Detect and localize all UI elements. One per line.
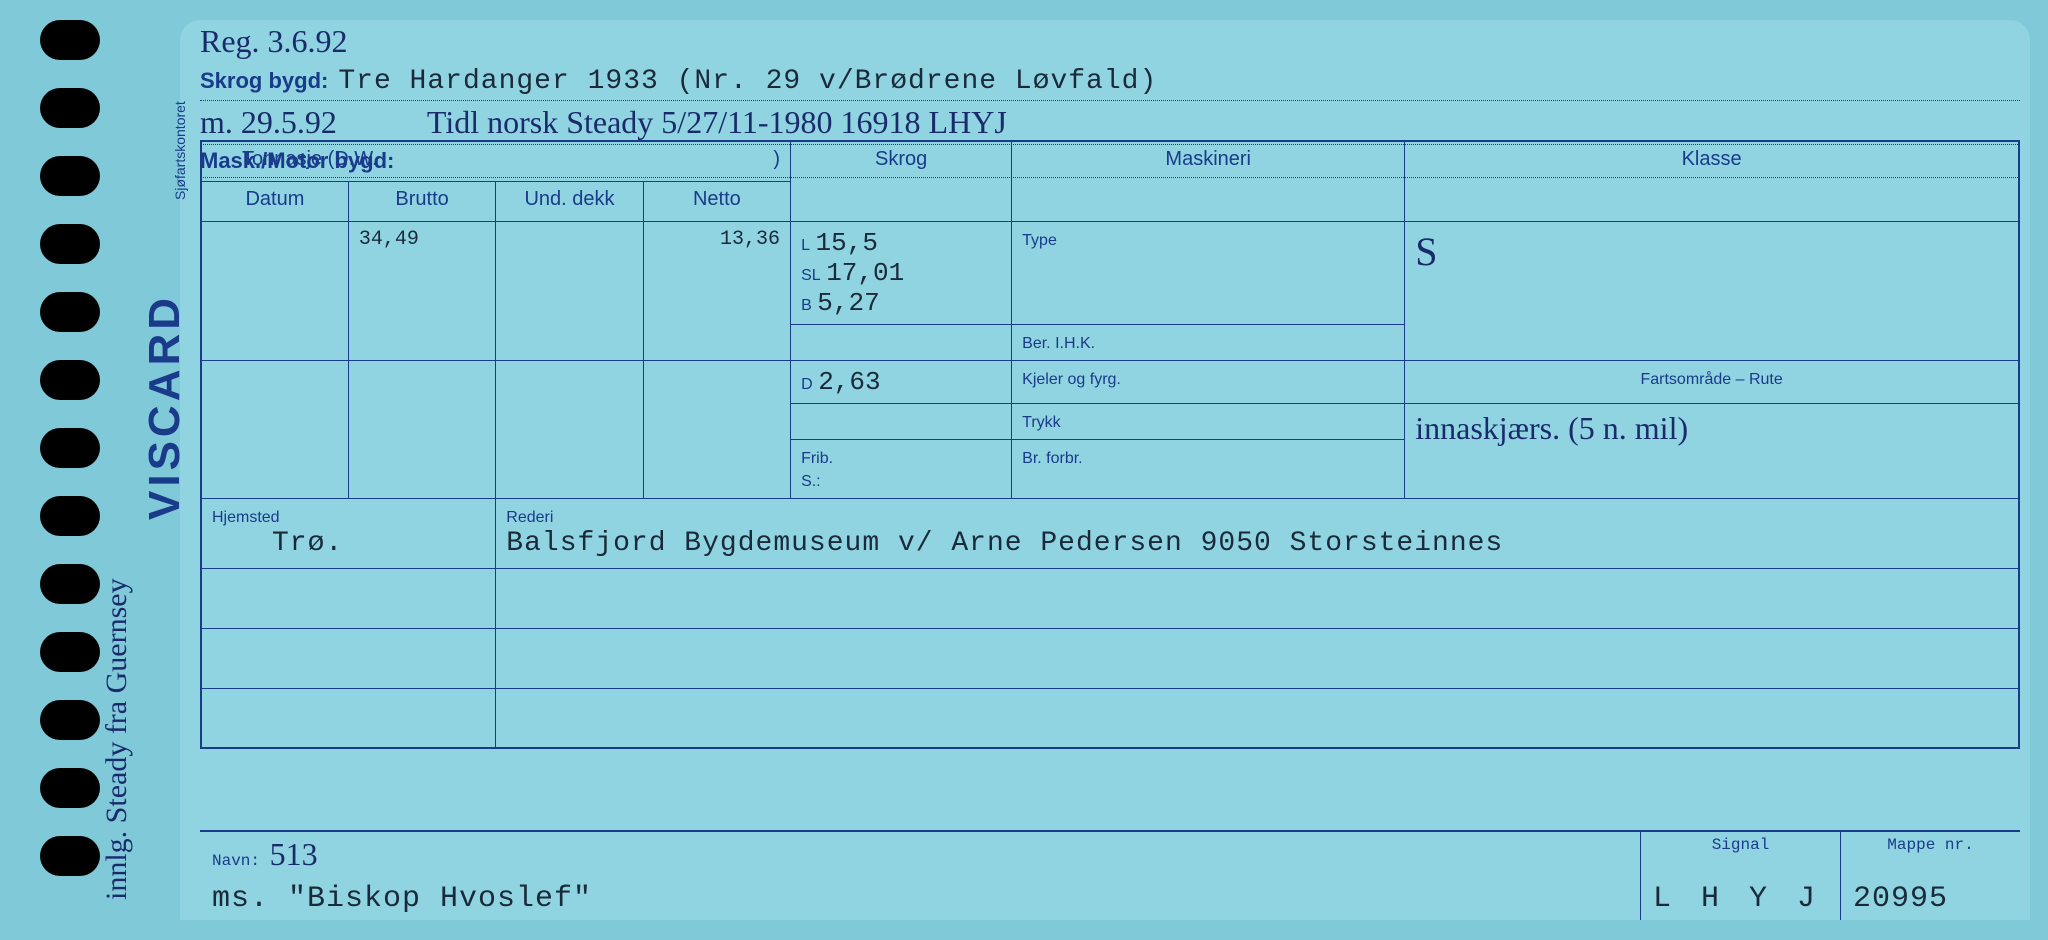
tonnasje-header: Tonnasje (D.W.: [242, 148, 378, 170]
navn-hand: 513: [270, 836, 318, 872]
b-label: B: [801, 297, 812, 314]
col-und-dekk: Und. dekk: [496, 181, 643, 221]
l-value: 15,5: [816, 228, 878, 258]
b-value: 5,27: [817, 288, 879, 318]
margin-handwriting: innlg. Steady fra Guernsey: [100, 578, 134, 900]
skrog-header: Skrog: [791, 141, 1012, 221]
rederi-value: Balsfjord Bygdemuseum v/ Arne Pedersen 9…: [506, 528, 1503, 559]
datum-cell: [201, 221, 348, 360]
netto-value: 13,36: [643, 221, 790, 360]
sjofartskontoret-label: Sjøfartskontoret: [172, 101, 188, 200]
col-netto: Netto: [643, 181, 790, 221]
brutto-value: 34,49: [348, 221, 495, 360]
und-dekk-cell: [496, 221, 643, 360]
header-hand-right: Tidl norsk Steady 5/27/11-1980 16918 LHY…: [427, 104, 1007, 141]
mappe-label: Mappe nr.: [1853, 836, 2008, 854]
farts-value: innaskjærs. (5 n. mil): [1415, 410, 1688, 446]
hjemsted-value: Trø.: [212, 528, 343, 559]
rederi-label: Rederi: [506, 509, 553, 526]
br-forbr-label: Br. forbr.: [1022, 450, 1082, 467]
signal-label: Signal: [1653, 836, 1828, 854]
reg-date-handwritten: Reg. 3.6.92: [200, 23, 348, 60]
fartsomrade-label: Fartsområde – Rute: [1640, 371, 1782, 388]
l-label: L: [801, 237, 810, 254]
frib-label: Frib.: [801, 450, 833, 467]
trykk-label: Trykk: [1022, 414, 1061, 431]
navn-label: Navn:: [212, 852, 260, 870]
sl-value: 17,01: [826, 258, 904, 288]
signal-value: L H Y J: [1653, 882, 1828, 916]
mappe-value: 20995: [1853, 882, 2008, 916]
skrog-bygd-value: Tre Hardanger 1933 (Nr. 29 v/Brødrene Lø…: [338, 66, 1157, 97]
bottom-bar: Navn: 513 ms. "Biskop Hvoslef" Signal L …: [200, 830, 2020, 920]
col-datum: Datum: [201, 181, 348, 221]
index-card: Sjøfartskontoret Reg. 3.6.92 Skrog bygd:…: [180, 20, 2030, 920]
maskineri-header: Maskineri: [1012, 141, 1405, 221]
col-brutto: Brutto: [348, 181, 495, 221]
tonnasje-close: ): [773, 148, 780, 171]
d-label: D: [801, 376, 813, 393]
kjeler-label: Kjeler og fyrg.: [1022, 371, 1121, 388]
sl-label: SL: [801, 267, 821, 284]
ber-ihk-label: Ber. I.H.K.: [1022, 335, 1095, 352]
type-label: Type: [1022, 232, 1057, 249]
main-table: Tonnasje (D.W. ) Skrog Maskineri Klasse …: [200, 140, 2020, 749]
header-hand-left: m. 29.5.92: [200, 104, 337, 141]
hjemsted-label: Hjemsted: [212, 509, 280, 526]
skrog-bygd-label: Skrog bygd:: [200, 68, 328, 94]
s-label: S.:: [801, 473, 821, 490]
klasse-header: Klasse: [1405, 141, 2019, 221]
d-value: 2,63: [818, 367, 880, 397]
klasse-value: S: [1415, 229, 1437, 274]
navn-value: ms. "Biskop Hvoslef": [212, 882, 1628, 916]
